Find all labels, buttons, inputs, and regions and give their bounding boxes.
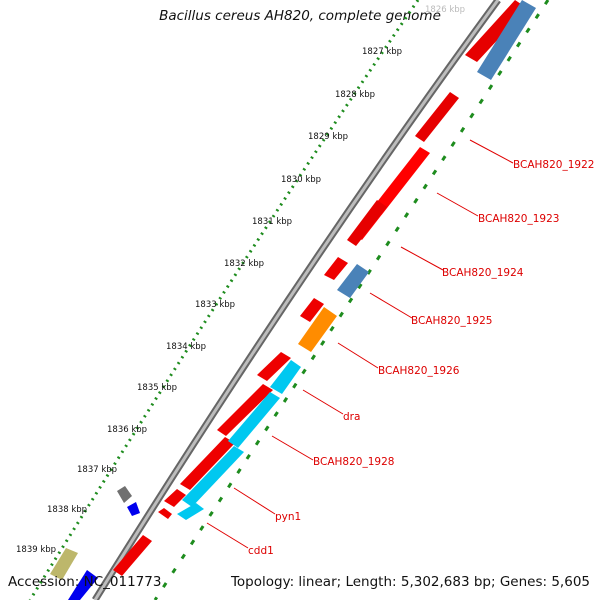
gene-feature[interactable] bbox=[158, 508, 172, 519]
reverse-strand bbox=[177, 0, 536, 520]
gene-label[interactable]: dra bbox=[343, 411, 360, 423]
gene-feature[interactable] bbox=[347, 200, 387, 246]
tick-label: 1827 kbp bbox=[362, 47, 402, 57]
tick-label: 1834 kbp bbox=[166, 342, 206, 352]
map-title: Bacillus cereus AH820, complete genome bbox=[159, 8, 441, 24]
tick-labels: 1826 kbp 1827 kbp 1828 kbp 1829 kbp 1830… bbox=[16, 5, 465, 555]
gene-feature[interactable] bbox=[180, 437, 235, 490]
gene-label[interactable]: cdd1 bbox=[248, 545, 274, 557]
tick-label: 1838 kbp bbox=[47, 505, 87, 515]
gene-labels: BCAH820_1922 BCAH820_1923 BCAH820_1924 B… bbox=[248, 159, 594, 557]
tick-label: 1832 kbp bbox=[224, 259, 264, 269]
gene-feature[interactable] bbox=[113, 535, 152, 576]
genome-backbone bbox=[92, 0, 501, 600]
gene-feature[interactable] bbox=[217, 384, 273, 436]
tick-label: 1829 kbp bbox=[308, 132, 348, 142]
tick-label: 1830 kbp bbox=[281, 175, 321, 185]
gene-feature[interactable] bbox=[127, 502, 140, 516]
gene-feature[interactable] bbox=[177, 503, 204, 520]
gene-feature[interactable] bbox=[477, 0, 536, 80]
tick-label: 1837 kbp bbox=[77, 465, 117, 475]
gene-feature[interactable] bbox=[68, 570, 98, 600]
tick-label: 1835 kbp bbox=[137, 383, 177, 393]
tick-label: 1839 kbp bbox=[16, 545, 56, 555]
tick-label: 1836 kbp bbox=[107, 425, 147, 435]
gene-feature[interactable] bbox=[300, 298, 324, 322]
gene-feature[interactable] bbox=[164, 489, 186, 507]
gene-label[interactable]: BCAH820_1928 bbox=[313, 456, 394, 468]
genome-stats: Topology: linear; Length: 5,302,683 bp; … bbox=[230, 574, 590, 590]
ruler-outer bbox=[28, 0, 420, 600]
gene-label[interactable]: BCAH820_1925 bbox=[411, 315, 492, 327]
gene-feature[interactable] bbox=[298, 307, 337, 352]
gene-feature[interactable] bbox=[182, 446, 244, 507]
gene-feature[interactable] bbox=[324, 257, 348, 280]
gene-label[interactable]: BCAH820_1923 bbox=[478, 213, 559, 225]
gene-feature[interactable] bbox=[337, 264, 369, 298]
tick-label: 1833 kbp bbox=[195, 300, 235, 310]
accession-label: Accession: NC_011773 bbox=[8, 574, 162, 590]
gene-label[interactable]: BCAH820_1922 bbox=[513, 159, 594, 171]
gene-feature[interactable] bbox=[270, 360, 301, 394]
tick-label: 1831 kbp bbox=[252, 217, 292, 227]
tick-label: 1826 kbp bbox=[425, 5, 465, 15]
gene-feature[interactable] bbox=[117, 486, 132, 503]
gene-feature[interactable] bbox=[415, 92, 459, 142]
gene-label[interactable]: pyn1 bbox=[275, 511, 301, 523]
gene-feature[interactable] bbox=[228, 392, 280, 448]
gene-feature[interactable] bbox=[257, 352, 291, 381]
gene-label[interactable]: BCAH820_1924 bbox=[442, 267, 524, 279]
leader-lines bbox=[206, 139, 514, 549]
gene-label[interactable]: BCAH820_1926 bbox=[378, 365, 460, 377]
tick-label: 1828 kbp bbox=[335, 90, 375, 100]
gene-feature[interactable] bbox=[50, 548, 78, 580]
forward-strand bbox=[68, 0, 527, 600]
gene-feature[interactable] bbox=[465, 0, 527, 62]
